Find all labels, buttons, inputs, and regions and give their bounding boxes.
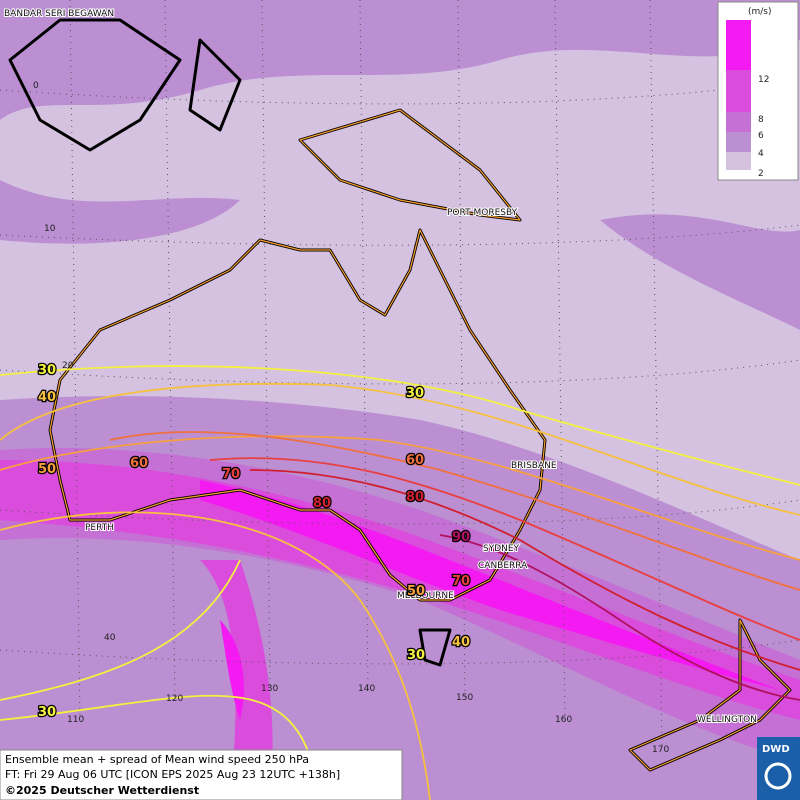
city-label: CANBERRA — [478, 561, 528, 571]
legend-swatches — [726, 20, 751, 170]
contour-label: 30 — [38, 705, 56, 720]
city-label: MELBOURNE — [397, 591, 454, 601]
longitude-label: 170 — [652, 745, 669, 755]
contour-label: 70 — [222, 467, 240, 482]
logo-text: DWD — [762, 744, 790, 755]
city-label: BANDAR SERI BEGAWAN — [4, 9, 114, 19]
legend-tick: 2 — [758, 169, 764, 179]
legend-tick: 6 — [758, 131, 764, 141]
longitude-label: 120 — [166, 694, 183, 704]
contour-label: 60 — [130, 456, 148, 471]
contour-label: 50 — [38, 462, 56, 477]
longitude-label: 160 — [555, 715, 572, 725]
legend-tick: 12 — [758, 75, 769, 85]
latitude-label: 10 — [44, 224, 56, 234]
longitude-label: 140 — [358, 684, 375, 694]
footer-box — [0, 749, 403, 800]
city-label: BRISBANE — [511, 461, 557, 471]
contour-label: 40 — [452, 635, 470, 650]
latitude-label: 20 — [62, 361, 74, 371]
legend-tick: 4 — [758, 149, 764, 159]
legend-tick: 8 — [758, 115, 764, 125]
longitude-label: 110 — [67, 715, 84, 725]
contour-label: 50 — [407, 584, 425, 599]
contour-label: 90 — [452, 530, 470, 545]
contours — [0, 365, 800, 800]
graticule — [0, 0, 800, 749]
footer-line: ©2025 Deutscher Wetterdienst — [5, 784, 199, 797]
longitude-label: 130 — [261, 684, 278, 694]
latitude-label: 0 — [33, 81, 39, 91]
contour-label: 80 — [406, 490, 424, 505]
contour-label: 30 — [406, 386, 424, 401]
contour-label: 40 — [38, 390, 56, 405]
legend-unit: (m/s) — [748, 7, 772, 17]
city-label: WELLINGTON — [697, 715, 757, 725]
city-label: SYDNEY — [483, 544, 520, 554]
footer-line: Ensemble mean + spread of Mean wind spee… — [5, 753, 309, 766]
city-label: PERTH — [85, 523, 114, 533]
logo-box — [757, 737, 800, 800]
contour-label: 80 — [313, 496, 331, 511]
coastline-highlight — [49, 109, 791, 771]
contour-label: 70 — [452, 574, 470, 589]
logo-swirl — [764, 762, 792, 790]
footer-line: FT: Fri 29 Aug 06 UTC [ICON EPS 2025 Aug… — [5, 768, 340, 781]
contour-label: 30 — [38, 363, 56, 378]
latitude-label: 40 — [104, 633, 116, 643]
longitude-label: 150 — [456, 693, 473, 703]
contour-label: 30 — [407, 648, 425, 663]
city-label: PORT MORESBY — [447, 208, 518, 218]
contour-label: 60 — [406, 453, 424, 468]
